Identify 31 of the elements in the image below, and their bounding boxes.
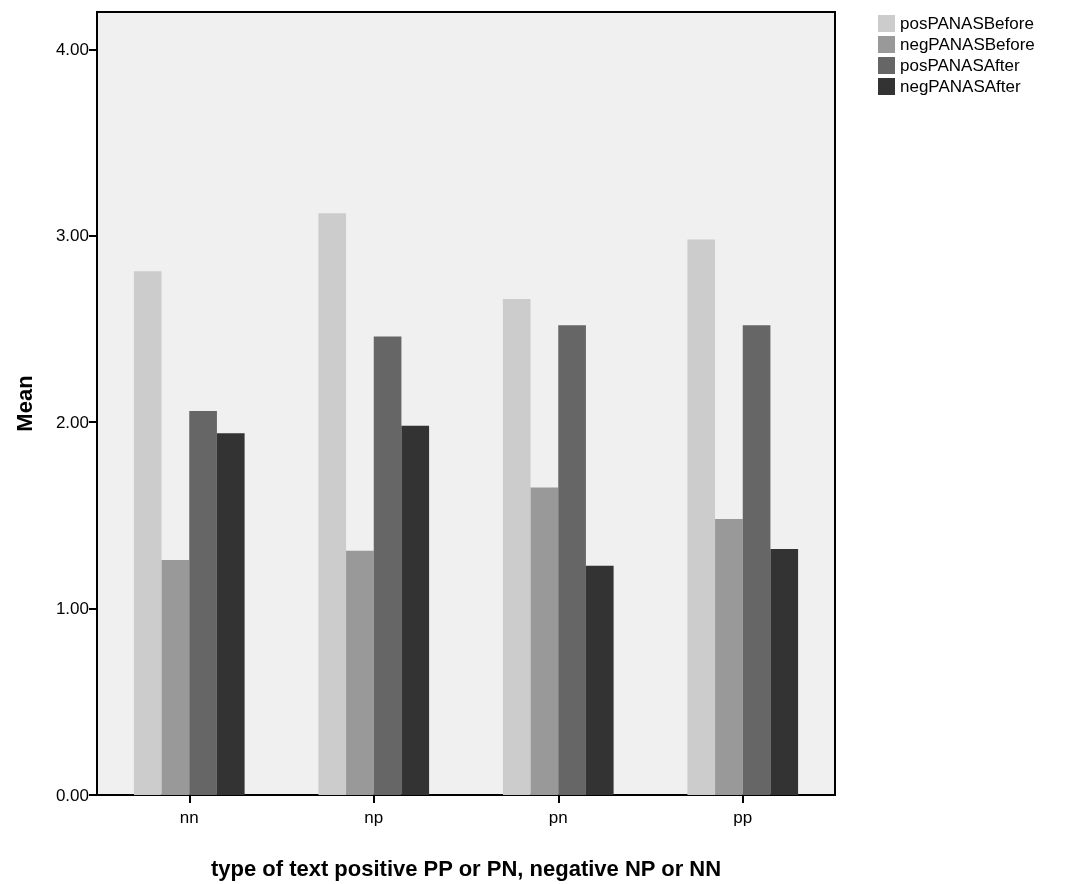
bar — [318, 213, 347, 795]
bar — [189, 410, 217, 795]
x-axis-title: type of text positive PP or PN, negative NP or NN — [210, 855, 722, 881]
y-tick-label: 2.00 — [55, 412, 89, 432]
y-axis-title: Mean — [11, 375, 37, 432]
bar — [373, 336, 402, 795]
bar — [770, 548, 799, 795]
bar — [687, 239, 716, 795]
bar — [502, 299, 531, 795]
bar — [346, 550, 374, 795]
bar — [133, 271, 162, 795]
bar — [161, 560, 190, 795]
bar — [742, 325, 771, 795]
y-tick-label: 1.00 — [55, 599, 89, 619]
bar — [558, 325, 586, 795]
bar — [401, 425, 430, 795]
y-tick-label: 4.00 — [55, 39, 89, 59]
bar — [585, 565, 614, 795]
bar — [715, 519, 743, 795]
x-tick-label: pp — [733, 808, 753, 827]
legend-label: negPANASAfter — [900, 77, 1021, 96]
bar — [530, 487, 559, 795]
legend-label: negPANASBefore — [900, 35, 1035, 54]
y-tick-label: 0.00 — [55, 785, 89, 805]
y-tick-label: 3.00 — [55, 226, 89, 246]
x-tick-label: nn — [179, 808, 199, 827]
bar — [216, 433, 245, 795]
legend-label: posPANASBefore — [900, 14, 1034, 33]
x-tick-label: np — [364, 808, 384, 827]
legend-label: posPANASAfter — [900, 56, 1021, 75]
x-tick-label: pn — [548, 808, 568, 827]
